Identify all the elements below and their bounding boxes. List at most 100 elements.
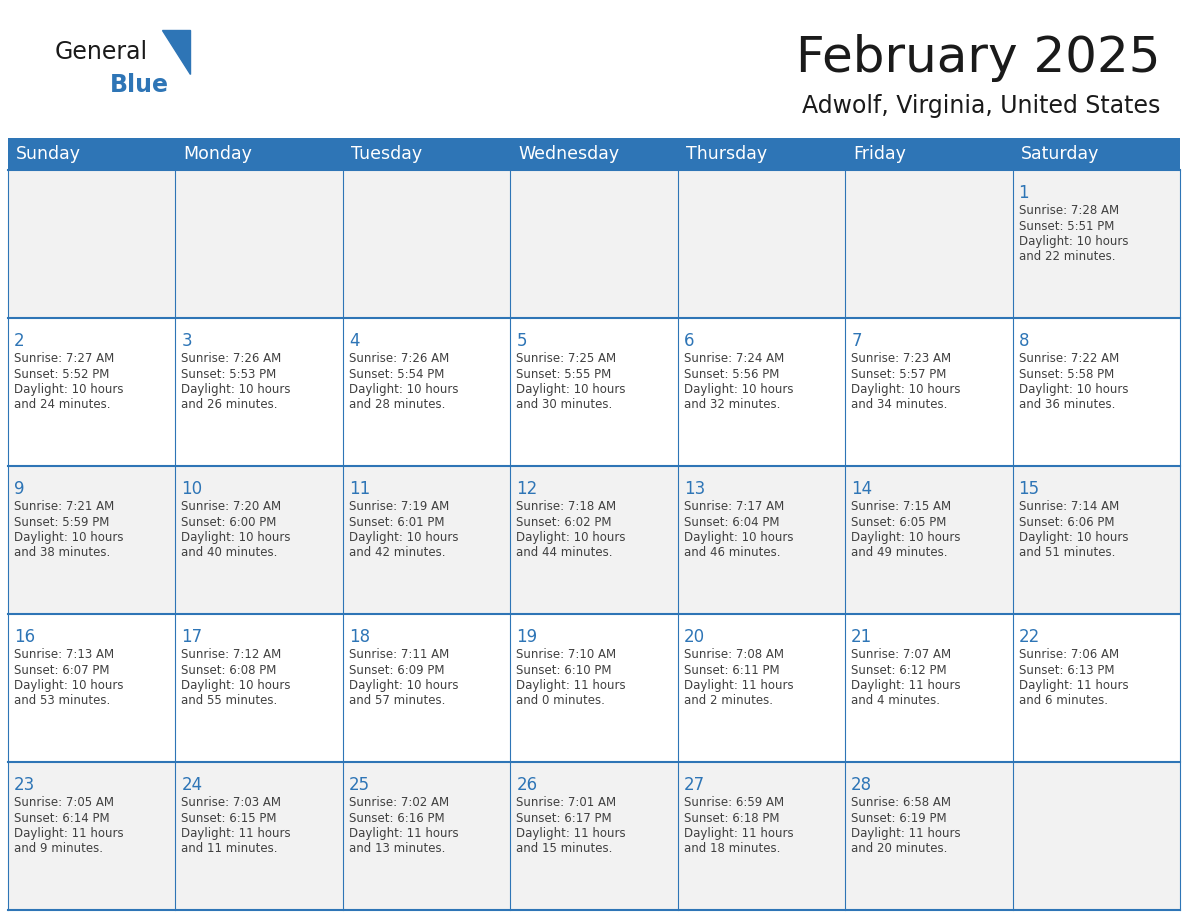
Text: and 55 minutes.: and 55 minutes.	[182, 695, 278, 708]
Text: 3: 3	[182, 332, 192, 350]
Text: 24: 24	[182, 776, 202, 794]
Text: 26: 26	[517, 776, 537, 794]
Text: Daylight: 10 hours: Daylight: 10 hours	[851, 531, 961, 544]
Text: and 18 minutes.: and 18 minutes.	[684, 843, 781, 856]
Text: 25: 25	[349, 776, 369, 794]
Text: Blue: Blue	[110, 73, 169, 97]
Text: Sunrise: 7:10 AM: Sunrise: 7:10 AM	[517, 648, 617, 661]
Text: Sunset: 6:17 PM: Sunset: 6:17 PM	[517, 812, 612, 824]
Text: Sunset: 6:14 PM: Sunset: 6:14 PM	[14, 812, 109, 824]
Text: Sunrise: 7:24 AM: Sunrise: 7:24 AM	[684, 352, 784, 365]
Bar	[8, 318, 1180, 466]
Text: Tuesday: Tuesday	[350, 145, 422, 163]
Text: Wednesday: Wednesday	[518, 145, 619, 163]
Text: Sunrise: 6:58 AM: Sunrise: 6:58 AM	[851, 796, 952, 809]
Text: Daylight: 11 hours: Daylight: 11 hours	[684, 827, 794, 840]
Text: Daylight: 10 hours: Daylight: 10 hours	[14, 383, 124, 396]
Text: Daylight: 10 hours: Daylight: 10 hours	[1018, 235, 1129, 248]
Text: 19: 19	[517, 628, 537, 646]
Text: Sunrise: 7:01 AM: Sunrise: 7:01 AM	[517, 796, 617, 809]
Text: 1: 1	[1018, 184, 1029, 202]
Text: Sunrise: 7:11 AM: Sunrise: 7:11 AM	[349, 648, 449, 661]
Text: and 15 minutes.: and 15 minutes.	[517, 843, 613, 856]
Text: and 4 minutes.: and 4 minutes.	[851, 695, 940, 708]
Text: 12: 12	[517, 480, 537, 498]
Text: Sunrise: 7:28 AM: Sunrise: 7:28 AM	[1018, 204, 1119, 217]
Text: and 32 minutes.: and 32 minutes.	[684, 398, 781, 411]
Text: Daylight: 10 hours: Daylight: 10 hours	[349, 383, 459, 396]
Text: and 44 minutes.: and 44 minutes.	[517, 546, 613, 559]
Text: Sunrise: 7:13 AM: Sunrise: 7:13 AM	[14, 648, 114, 661]
Text: Sunset: 5:53 PM: Sunset: 5:53 PM	[182, 367, 277, 380]
Text: 4: 4	[349, 332, 359, 350]
Text: Sunset: 5:57 PM: Sunset: 5:57 PM	[851, 367, 947, 380]
Text: Sunrise: 7:12 AM: Sunrise: 7:12 AM	[182, 648, 282, 661]
Text: Daylight: 11 hours: Daylight: 11 hours	[182, 827, 291, 840]
Text: General: General	[55, 40, 148, 64]
Text: Sunset: 5:52 PM: Sunset: 5:52 PM	[14, 367, 109, 380]
Text: and 13 minutes.: and 13 minutes.	[349, 843, 446, 856]
Text: Sunset: 6:07 PM: Sunset: 6:07 PM	[14, 664, 109, 677]
Text: Saturday: Saturday	[1020, 145, 1099, 163]
Text: Thursday: Thursday	[685, 145, 766, 163]
Text: Daylight: 11 hours: Daylight: 11 hours	[14, 827, 124, 840]
Text: Daylight: 10 hours: Daylight: 10 hours	[182, 531, 291, 544]
Text: Sunset: 6:12 PM: Sunset: 6:12 PM	[851, 664, 947, 677]
Text: Daylight: 10 hours: Daylight: 10 hours	[349, 679, 459, 692]
Text: Monday: Monday	[183, 145, 252, 163]
Text: and 2 minutes.: and 2 minutes.	[684, 695, 772, 708]
Bar	[8, 466, 1180, 614]
Bar	[8, 614, 1180, 762]
Text: and 57 minutes.: and 57 minutes.	[349, 695, 446, 708]
Text: Daylight: 10 hours: Daylight: 10 hours	[517, 383, 626, 396]
Text: and 9 minutes.: and 9 minutes.	[14, 843, 103, 856]
Text: Daylight: 11 hours: Daylight: 11 hours	[851, 679, 961, 692]
Text: Daylight: 11 hours: Daylight: 11 hours	[517, 679, 626, 692]
Text: Sunset: 5:51 PM: Sunset: 5:51 PM	[1018, 219, 1114, 232]
Text: 20: 20	[684, 628, 704, 646]
Text: 27: 27	[684, 776, 704, 794]
Text: Sunset: 5:59 PM: Sunset: 5:59 PM	[14, 516, 109, 529]
Text: Sunrise: 7:22 AM: Sunrise: 7:22 AM	[1018, 352, 1119, 365]
Text: and 22 minutes.: and 22 minutes.	[1018, 251, 1116, 263]
Text: Sunrise: 7:27 AM: Sunrise: 7:27 AM	[14, 352, 114, 365]
Text: Sunset: 6:15 PM: Sunset: 6:15 PM	[182, 812, 277, 824]
Text: 2: 2	[14, 332, 25, 350]
Text: Sunset: 6:11 PM: Sunset: 6:11 PM	[684, 664, 779, 677]
Text: and 28 minutes.: and 28 minutes.	[349, 398, 446, 411]
Text: Friday: Friday	[853, 145, 906, 163]
Text: and 49 minutes.: and 49 minutes.	[851, 546, 948, 559]
Text: Sunrise: 7:17 AM: Sunrise: 7:17 AM	[684, 500, 784, 513]
Text: Sunset: 5:54 PM: Sunset: 5:54 PM	[349, 367, 444, 380]
Text: Sunrise: 6:59 AM: Sunrise: 6:59 AM	[684, 796, 784, 809]
Bar	[8, 138, 1180, 170]
Text: 7: 7	[851, 332, 861, 350]
Text: and 0 minutes.: and 0 minutes.	[517, 695, 605, 708]
Text: Sunset: 6:10 PM: Sunset: 6:10 PM	[517, 664, 612, 677]
Text: Daylight: 10 hours: Daylight: 10 hours	[182, 383, 291, 396]
Text: Daylight: 10 hours: Daylight: 10 hours	[1018, 531, 1129, 544]
Text: Sunrise: 7:15 AM: Sunrise: 7:15 AM	[851, 500, 952, 513]
Text: Sunset: 6:05 PM: Sunset: 6:05 PM	[851, 516, 947, 529]
Text: Daylight: 11 hours: Daylight: 11 hours	[517, 827, 626, 840]
Text: and 51 minutes.: and 51 minutes.	[1018, 546, 1116, 559]
Text: Sunrise: 7:03 AM: Sunrise: 7:03 AM	[182, 796, 282, 809]
Text: Sunset: 5:58 PM: Sunset: 5:58 PM	[1018, 367, 1114, 380]
Text: Sunset: 6:19 PM: Sunset: 6:19 PM	[851, 812, 947, 824]
Text: Sunrise: 7:26 AM: Sunrise: 7:26 AM	[182, 352, 282, 365]
Text: Daylight: 11 hours: Daylight: 11 hours	[684, 679, 794, 692]
Text: and 42 minutes.: and 42 minutes.	[349, 546, 446, 559]
Text: and 20 minutes.: and 20 minutes.	[851, 843, 948, 856]
Text: February 2025: February 2025	[796, 34, 1159, 82]
Text: Sunset: 6:00 PM: Sunset: 6:00 PM	[182, 516, 277, 529]
Text: Sunset: 6:09 PM: Sunset: 6:09 PM	[349, 664, 444, 677]
Text: Sunrise: 7:26 AM: Sunrise: 7:26 AM	[349, 352, 449, 365]
Text: Sunset: 6:18 PM: Sunset: 6:18 PM	[684, 812, 779, 824]
Text: Daylight: 10 hours: Daylight: 10 hours	[14, 679, 124, 692]
Text: and 36 minutes.: and 36 minutes.	[1018, 398, 1116, 411]
Text: Sunset: 6:08 PM: Sunset: 6:08 PM	[182, 664, 277, 677]
Text: Sunrise: 7:23 AM: Sunrise: 7:23 AM	[851, 352, 952, 365]
Text: 11: 11	[349, 480, 371, 498]
Text: Sunset: 6:02 PM: Sunset: 6:02 PM	[517, 516, 612, 529]
Text: Sunset: 6:04 PM: Sunset: 6:04 PM	[684, 516, 779, 529]
